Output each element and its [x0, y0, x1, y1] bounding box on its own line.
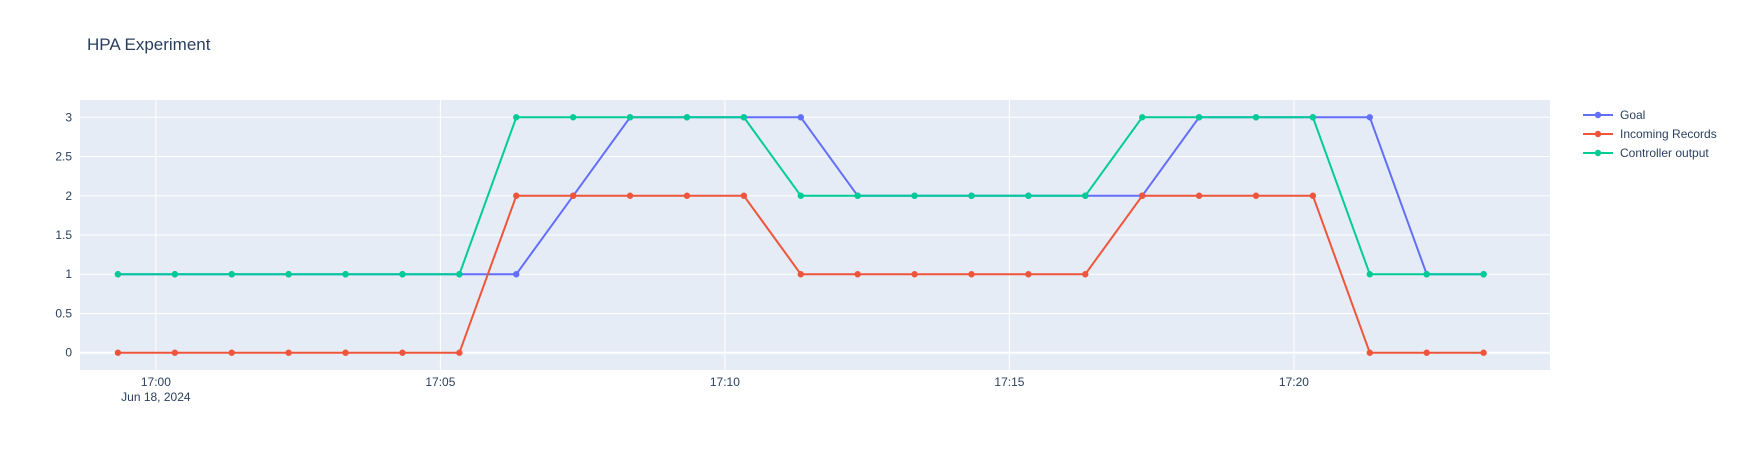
data-point	[1252, 192, 1260, 199]
legend-label: Incoming Records	[1620, 127, 1717, 141]
x-tick-label: 17:10	[710, 375, 740, 389]
data-point	[342, 349, 349, 356]
y-tick-label: 1	[65, 267, 72, 281]
data-point	[399, 271, 406, 278]
data-point	[968, 192, 975, 199]
data-point	[228, 349, 235, 356]
data-point	[342, 271, 349, 278]
data-point	[513, 192, 520, 199]
data-point	[854, 192, 861, 199]
y-tick-label: 0.5	[55, 306, 72, 320]
x-tick-sublabel: Jun 18, 2024	[121, 390, 191, 404]
data-point	[911, 271, 918, 278]
data-point	[1423, 271, 1430, 278]
legend-swatch-marker	[1594, 111, 1602, 119]
data-point	[1252, 114, 1260, 121]
data-point	[968, 271, 975, 278]
data-point	[626, 114, 634, 121]
data-point	[1025, 271, 1032, 278]
series-lines	[114, 114, 1487, 356]
legend-item: Incoming Records	[1583, 127, 1717, 141]
x-tick-label: 17:00	[141, 375, 171, 389]
data-point	[456, 271, 463, 278]
data-point	[740, 114, 748, 121]
x-tick-label: 17:20	[1279, 375, 1309, 389]
x-tick-label: 17:05	[425, 375, 455, 389]
data-point	[1309, 114, 1317, 121]
data-point	[171, 349, 179, 356]
legend-swatch-marker	[1594, 149, 1602, 157]
data-point	[797, 114, 804, 121]
data-point	[1366, 349, 1374, 356]
data-point	[1138, 114, 1146, 121]
legend-label: Goal	[1620, 108, 1645, 122]
data-point	[911, 192, 918, 199]
data-point	[399, 349, 406, 356]
legend-swatch-marker	[1594, 130, 1602, 138]
data-point	[1366, 114, 1374, 121]
data-point	[569, 192, 577, 199]
y-tick-label: 3	[65, 110, 72, 124]
data-point	[1480, 271, 1487, 278]
data-point	[683, 192, 691, 199]
y-tick-label: 2	[65, 189, 72, 203]
data-point	[285, 271, 292, 278]
data-point	[228, 271, 235, 278]
data-point	[513, 114, 520, 121]
data-point	[683, 114, 691, 121]
data-point	[1082, 192, 1089, 199]
data-point	[114, 349, 122, 356]
data-point	[1366, 271, 1374, 278]
data-point	[854, 271, 861, 278]
data-point	[1195, 192, 1203, 199]
series-incoming-records	[114, 192, 1487, 356]
data-point	[626, 192, 634, 199]
data-point	[569, 114, 577, 121]
data-point	[1309, 192, 1317, 199]
legend-item: Controller output	[1583, 146, 1709, 160]
y-tick-label: 1.5	[55, 228, 72, 242]
legend-label: Controller output	[1620, 146, 1709, 160]
data-point	[1138, 192, 1146, 199]
y-tick-label: 0	[65, 346, 72, 360]
series-controller-output	[114, 114, 1487, 278]
data-point	[1025, 192, 1032, 199]
chart-title: HPA Experiment	[87, 35, 211, 54]
x-tick-label: 17:15	[994, 375, 1024, 389]
data-point	[797, 192, 804, 199]
data-point	[797, 271, 804, 278]
data-point	[114, 271, 122, 278]
data-point	[285, 349, 292, 356]
data-point	[740, 192, 748, 199]
data-point	[171, 271, 179, 278]
data-point	[513, 271, 520, 278]
data-point	[456, 349, 463, 356]
data-point	[1480, 349, 1487, 356]
data-point	[1195, 114, 1203, 121]
data-point	[1423, 349, 1430, 356]
legend: Goal Incoming Records Controller output	[1583, 108, 1717, 160]
y-tick-label: 2.5	[55, 150, 72, 164]
data-point	[1082, 271, 1089, 278]
legend-item: Goal	[1583, 108, 1645, 122]
